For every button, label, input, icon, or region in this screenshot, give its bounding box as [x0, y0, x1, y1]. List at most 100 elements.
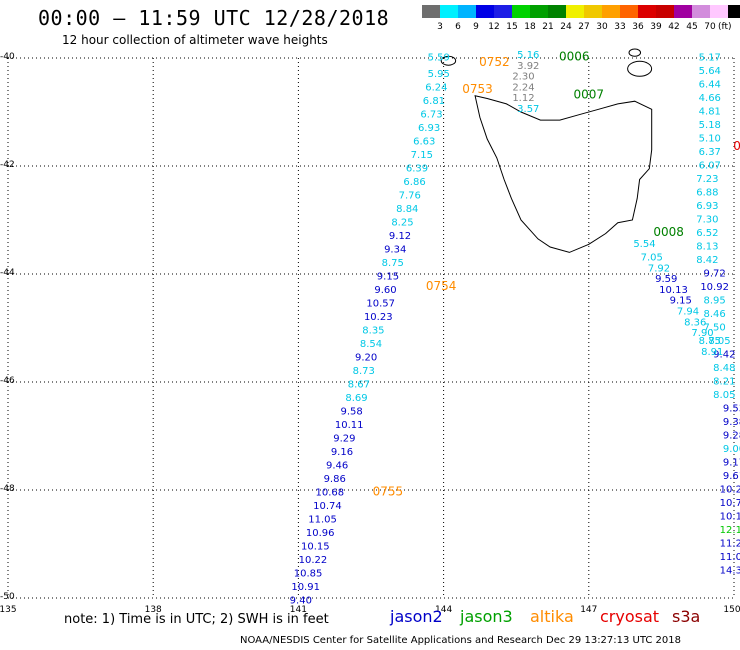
- legend-altika: altika: [530, 607, 574, 626]
- wave-height-label: 7.90: [691, 328, 713, 339]
- wave-height-label: 9.34: [384, 244, 406, 255]
- wave-height-label: 3.92: [517, 61, 539, 72]
- pass-time-label: 0008: [653, 225, 684, 239]
- color-scale-cell: [620, 5, 638, 18]
- color-scale-unit: (ft): [718, 22, 732, 32]
- tasmania-coastline: [474, 95, 653, 253]
- color-scale-cell: [638, 5, 656, 18]
- wave-height-label: 9.53: [723, 404, 740, 415]
- legend-cryosat: cryosat: [600, 607, 660, 626]
- wave-height-label: 10.11: [335, 420, 364, 431]
- wave-height-label: 8.42: [696, 255, 718, 266]
- longitude-tick-label: 138: [144, 605, 162, 615]
- wave-height-label: 5.18: [699, 120, 721, 131]
- pass-time-label: 0614: [733, 139, 740, 153]
- latitude-tick-label: -42: [0, 160, 15, 170]
- color-scale-cell: [710, 5, 728, 18]
- wave-height-label: 6.93: [696, 201, 718, 212]
- color-scale-cell: [692, 5, 710, 18]
- wave-height-label: 7.76: [399, 190, 421, 201]
- wave-height-label: 10.74: [313, 501, 342, 512]
- wave-height-label: 2.30: [512, 72, 534, 83]
- wave-height-label: 8.84: [396, 204, 418, 215]
- longitude-tick-label: 141: [289, 605, 307, 615]
- color-scale-tick: 39: [650, 22, 662, 32]
- color-scale-cell: [728, 5, 740, 18]
- color-scale-cell: [476, 5, 494, 18]
- pass-time-label: 0753: [462, 82, 493, 96]
- wave-height-label: 4.66: [699, 93, 721, 104]
- legend-note: note: 1) Time is in UTC; 2) SWH is in fe…: [64, 612, 329, 627]
- wave-height-label: 8.48: [713, 363, 735, 374]
- wave-height-label: 6.24: [425, 82, 447, 93]
- latitude-tick-label: -50: [0, 592, 15, 602]
- wave-height-label: 7.50: [704, 323, 726, 334]
- legend-jason2: jason2: [390, 607, 443, 626]
- wave-height-label: 8.95: [704, 296, 726, 307]
- island-outline: [628, 48, 642, 57]
- pass-time-label: 0006: [559, 50, 590, 64]
- wave-height-label: 3.57: [517, 104, 539, 115]
- wave-height-label: 10.96: [306, 528, 335, 539]
- wave-height-label: 5.59: [428, 53, 450, 64]
- wave-height-label: 6.81: [423, 96, 445, 107]
- wave-height-label: 8.35: [362, 325, 384, 336]
- latitude-tick-label: -44: [0, 268, 15, 278]
- wave-height-label: 8.05: [713, 390, 735, 401]
- wave-height-label: 6.07: [699, 161, 721, 172]
- color-scale-tick: 6: [455, 22, 461, 32]
- wave-height-label: 9.20: [355, 352, 377, 363]
- wave-height-label: 12.11: [720, 525, 740, 536]
- wave-height-label: 10.24: [720, 485, 740, 496]
- wave-height-label: 9.00: [723, 444, 740, 455]
- wave-height-label: 9.59: [655, 274, 677, 285]
- longitude-tick-label: 144: [435, 605, 453, 615]
- wave-height-label: 1.12: [512, 93, 534, 104]
- wave-height-label: 9.16: [331, 447, 353, 458]
- wave-height-label: 9.72: [704, 269, 726, 280]
- wave-height-label: 5.16: [517, 50, 539, 61]
- wave-height-label: 8.25: [391, 217, 413, 228]
- color-scale-cell: [494, 5, 512, 18]
- wave-height-label: 5.64: [699, 66, 721, 77]
- latitude-tick-label: -46: [0, 376, 15, 386]
- wave-height-label: 2.24: [512, 82, 534, 93]
- wave-height-label: 6.88: [696, 188, 718, 199]
- wave-height-label: 6.39: [406, 163, 428, 174]
- wave-height-label: 5.95: [428, 69, 450, 80]
- wave-height-label: 10.85: [294, 568, 323, 579]
- wave-height-label: 10.22: [299, 555, 328, 566]
- wave-height-label: 8.36: [684, 317, 706, 328]
- wave-height-label: 10.13: [659, 285, 688, 296]
- color-scale-cell: [656, 5, 674, 18]
- color-scale-tick: 24: [560, 22, 572, 32]
- wave-height-label: 9.28: [723, 431, 740, 442]
- color-scale-cell: [602, 5, 620, 18]
- wave-height-label: 4.81: [699, 107, 721, 118]
- color-scale-tick: 15: [506, 22, 518, 32]
- wave-height-label: 9.60: [374, 285, 396, 296]
- wave-height-label: 8.67: [348, 379, 370, 390]
- wave-height-label: 5.54: [633, 239, 655, 250]
- island-outline: [440, 55, 457, 66]
- pass-time-label: 0754: [426, 279, 457, 293]
- wave-height-label: 6.73: [420, 109, 442, 120]
- wave-height-label: 10.15: [301, 541, 330, 552]
- wave-height-label: 9.15: [670, 296, 692, 307]
- island-outline: [627, 60, 653, 77]
- color-scale-tick: 12: [488, 22, 500, 32]
- color-scale-tick: 9: [473, 22, 479, 32]
- wave-height-label: 6.63: [413, 136, 435, 147]
- wave-height-label: 9.46: [326, 460, 348, 471]
- wave-height-label: 14.32: [720, 566, 740, 577]
- wave-height-label: 11.05: [720, 552, 740, 563]
- color-scale-tick: 30: [596, 22, 608, 32]
- wave-height-label: 10.23: [364, 312, 393, 323]
- wave-height-label: 7.92: [648, 263, 670, 274]
- wave-height-label: 10.71: [720, 498, 740, 509]
- color-scale-tick: 70: [704, 22, 716, 32]
- wave-height-label: 6.86: [403, 177, 425, 188]
- latitude-tick-label: -48: [0, 484, 15, 494]
- pass-time-label: 0752: [479, 55, 510, 69]
- wave-height-label: 9.17: [723, 458, 740, 469]
